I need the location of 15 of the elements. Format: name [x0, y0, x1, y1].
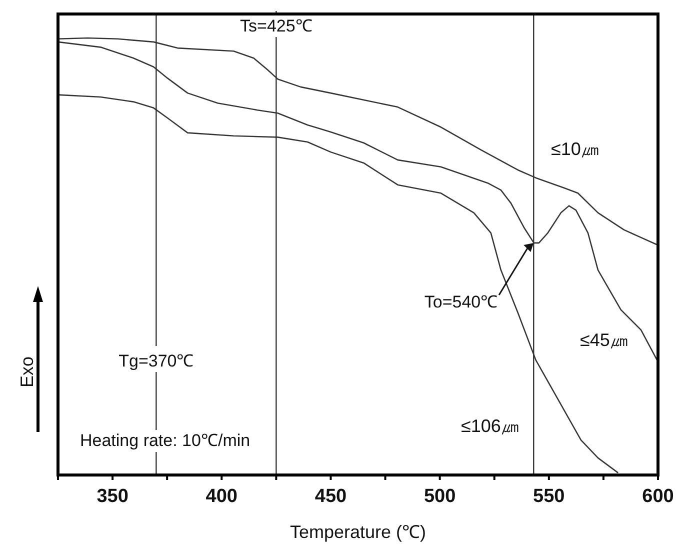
series-label: ≤45㎛ — [580, 330, 628, 350]
y-axis-title: Exo — [17, 356, 37, 388]
x-tick-label: 400 — [206, 486, 238, 507]
x-axis-title: Temperature (℃) — [290, 522, 426, 542]
ref-line-label: Ts=425℃ — [240, 16, 312, 36]
series-label: ≤10㎛ — [551, 139, 599, 159]
x-tick-label: 450 — [314, 486, 347, 507]
x-tick-label: 600 — [642, 486, 674, 507]
x-tick-label: 550 — [533, 486, 565, 507]
annotation: Heating rate: 10℃/min — [80, 431, 250, 450]
x-tick-label: 500 — [424, 486, 456, 507]
annotation: To=540℃ — [424, 292, 498, 312]
x-tick-label: 350 — [96, 486, 128, 507]
text: ≤106㎛ — [461, 416, 519, 436]
ref-line-label: Tg=370℃ — [118, 351, 194, 370]
